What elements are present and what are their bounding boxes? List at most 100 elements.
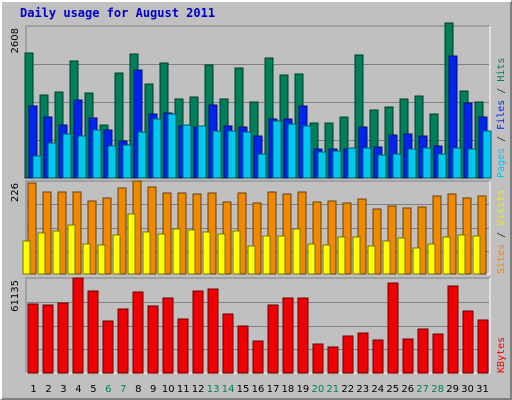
x-tick-label-day-22: 22 (341, 384, 354, 395)
bar-sites-day-8 (127, 213, 136, 275)
panel-hits-legend: Pages / Files / Hits (496, 58, 507, 178)
bar-sites-day-29 (442, 236, 451, 275)
bar-pages-day-4 (77, 135, 87, 179)
bar-kbytes-day-22 (342, 335, 354, 374)
bar-sites-day-1 (22, 240, 31, 275)
bar-visits-day-24 (372, 208, 382, 275)
bar-kbytes-day-5 (87, 290, 99, 374)
bar-sites-day-16 (247, 245, 256, 275)
legend-label-visits: Visits (496, 190, 507, 226)
x-tick-label-day-7: 7 (120, 384, 126, 395)
panel-visits: 226 Sites / Visits (10, 180, 507, 275)
bar-kbytes-day-31 (477, 319, 489, 374)
panel-kbytes-border-dark (25, 277, 490, 373)
bar-pages-day-7 (122, 144, 132, 179)
panel-kbytes-legend: KBytes (496, 337, 507, 373)
bar-sites-day-11 (172, 228, 181, 275)
bar-visits-day-29 (447, 193, 457, 275)
bar-visits-day-6 (102, 197, 112, 275)
legend-label-hits: Hits (496, 58, 507, 82)
bar-visits-day-7 (117, 187, 127, 275)
x-tick-label-day-1: 1 (30, 384, 36, 395)
x-tick-label-day-3: 3 (60, 384, 66, 395)
bar-sites-day-22 (337, 236, 346, 275)
bar-kbytes-day-12 (192, 290, 204, 374)
bar-kbytes-day-26 (402, 338, 414, 374)
bar-pages-day-1 (32, 155, 42, 179)
bar-pages-day-17 (272, 120, 282, 179)
x-tick-label-day-13: 13 (207, 384, 220, 395)
bar-visits-day-16 (252, 202, 262, 275)
chart-title: Daily usage for August 2011 (20, 6, 215, 20)
bar-sites-day-14 (217, 233, 226, 275)
bar-sites-day-27 (412, 247, 421, 275)
bar-visits-day-18 (282, 193, 292, 275)
bar-sites-day-9 (142, 231, 151, 275)
x-tick-label-day-11: 11 (177, 384, 190, 395)
x-tick-label-day-28: 28 (431, 384, 444, 395)
bar-kbytes-day-16 (252, 340, 264, 374)
bar-kbytes-day-1 (27, 303, 39, 374)
bar-kbytes-day-3 (57, 302, 69, 374)
x-tick-label-day-21: 21 (326, 384, 339, 395)
bar-kbytes-day-9 (147, 305, 159, 374)
bar-sites-day-26 (397, 237, 406, 275)
bar-kbytes-day-4 (72, 277, 84, 374)
bar-sites-day-18 (277, 235, 286, 275)
bar-sites-day-10 (157, 233, 166, 275)
bar-sites-day-23 (352, 236, 361, 275)
bar-visits-day-31 (477, 195, 487, 275)
bar-visits-day-27 (417, 206, 427, 275)
bar-kbytes-day-29 (447, 285, 459, 374)
bar-sites-day-5 (82, 243, 91, 275)
x-tick-label-day-19: 19 (297, 384, 310, 395)
bar-pages-day-21 (332, 150, 342, 179)
bar-pages-day-15 (242, 131, 252, 179)
bar-sites-day-20 (307, 243, 316, 275)
x-tick-label-day-23: 23 (356, 384, 369, 395)
bar-kbytes-day-6 (102, 320, 114, 374)
bar-kbytes-day-28 (432, 333, 444, 374)
x-tick-label-day-9: 9 (150, 384, 156, 395)
bar-kbytes-day-18 (282, 297, 294, 374)
bar-pages-day-20 (317, 151, 327, 179)
bar-kbytes-day-21 (327, 346, 339, 374)
bar-kbytes-day-7 (117, 308, 129, 374)
bar-pages-day-27 (422, 147, 432, 179)
bar-sites-day-12 (187, 229, 196, 275)
series-visits (27, 180, 487, 275)
series-pages (32, 113, 492, 179)
panel-visits-y-max-label: 226 (10, 183, 21, 202)
bar-kbytes-day-19 (297, 297, 309, 374)
x-tick-label-day-17: 17 (267, 384, 280, 395)
legend-label-kbytes: KBytes (496, 337, 507, 373)
x-tick-label-day-2: 2 (45, 384, 51, 395)
bar-pages-day-31 (482, 130, 492, 179)
panel-hits: 2608 Pages / Files / Hits (10, 22, 507, 179)
bar-pages-day-16 (257, 153, 267, 179)
bar-pages-day-25 (392, 153, 402, 179)
bar-sites-day-4 (67, 224, 76, 275)
bar-pages-day-3 (62, 133, 72, 179)
bar-pages-day-10 (167, 113, 177, 179)
x-tick-label-day-16: 16 (252, 384, 265, 395)
bar-sites-day-21 (322, 244, 331, 275)
bar-pages-day-8 (137, 131, 147, 179)
legend-separator: / (496, 226, 507, 244)
x-tick-label-day-10: 10 (162, 384, 175, 395)
bar-sites-day-24 (367, 245, 376, 275)
x-tick-label-day-12: 12 (192, 384, 205, 395)
bar-pages-day-26 (407, 148, 417, 179)
bar-visits-day-25 (387, 205, 397, 275)
bar-pages-day-23 (362, 147, 372, 179)
bar-pages-day-28 (437, 153, 447, 179)
bar-sites-day-19 (292, 228, 301, 275)
bar-visits-day-5 (87, 200, 97, 275)
bar-visits-day-17 (267, 191, 277, 275)
bar-visits-day-9 (147, 186, 157, 275)
bar-pages-day-30 (467, 148, 477, 179)
bar-sites-day-3 (52, 230, 61, 275)
x-tick-label-day-8: 8 (135, 384, 141, 395)
bar-sites-day-6 (97, 244, 106, 275)
